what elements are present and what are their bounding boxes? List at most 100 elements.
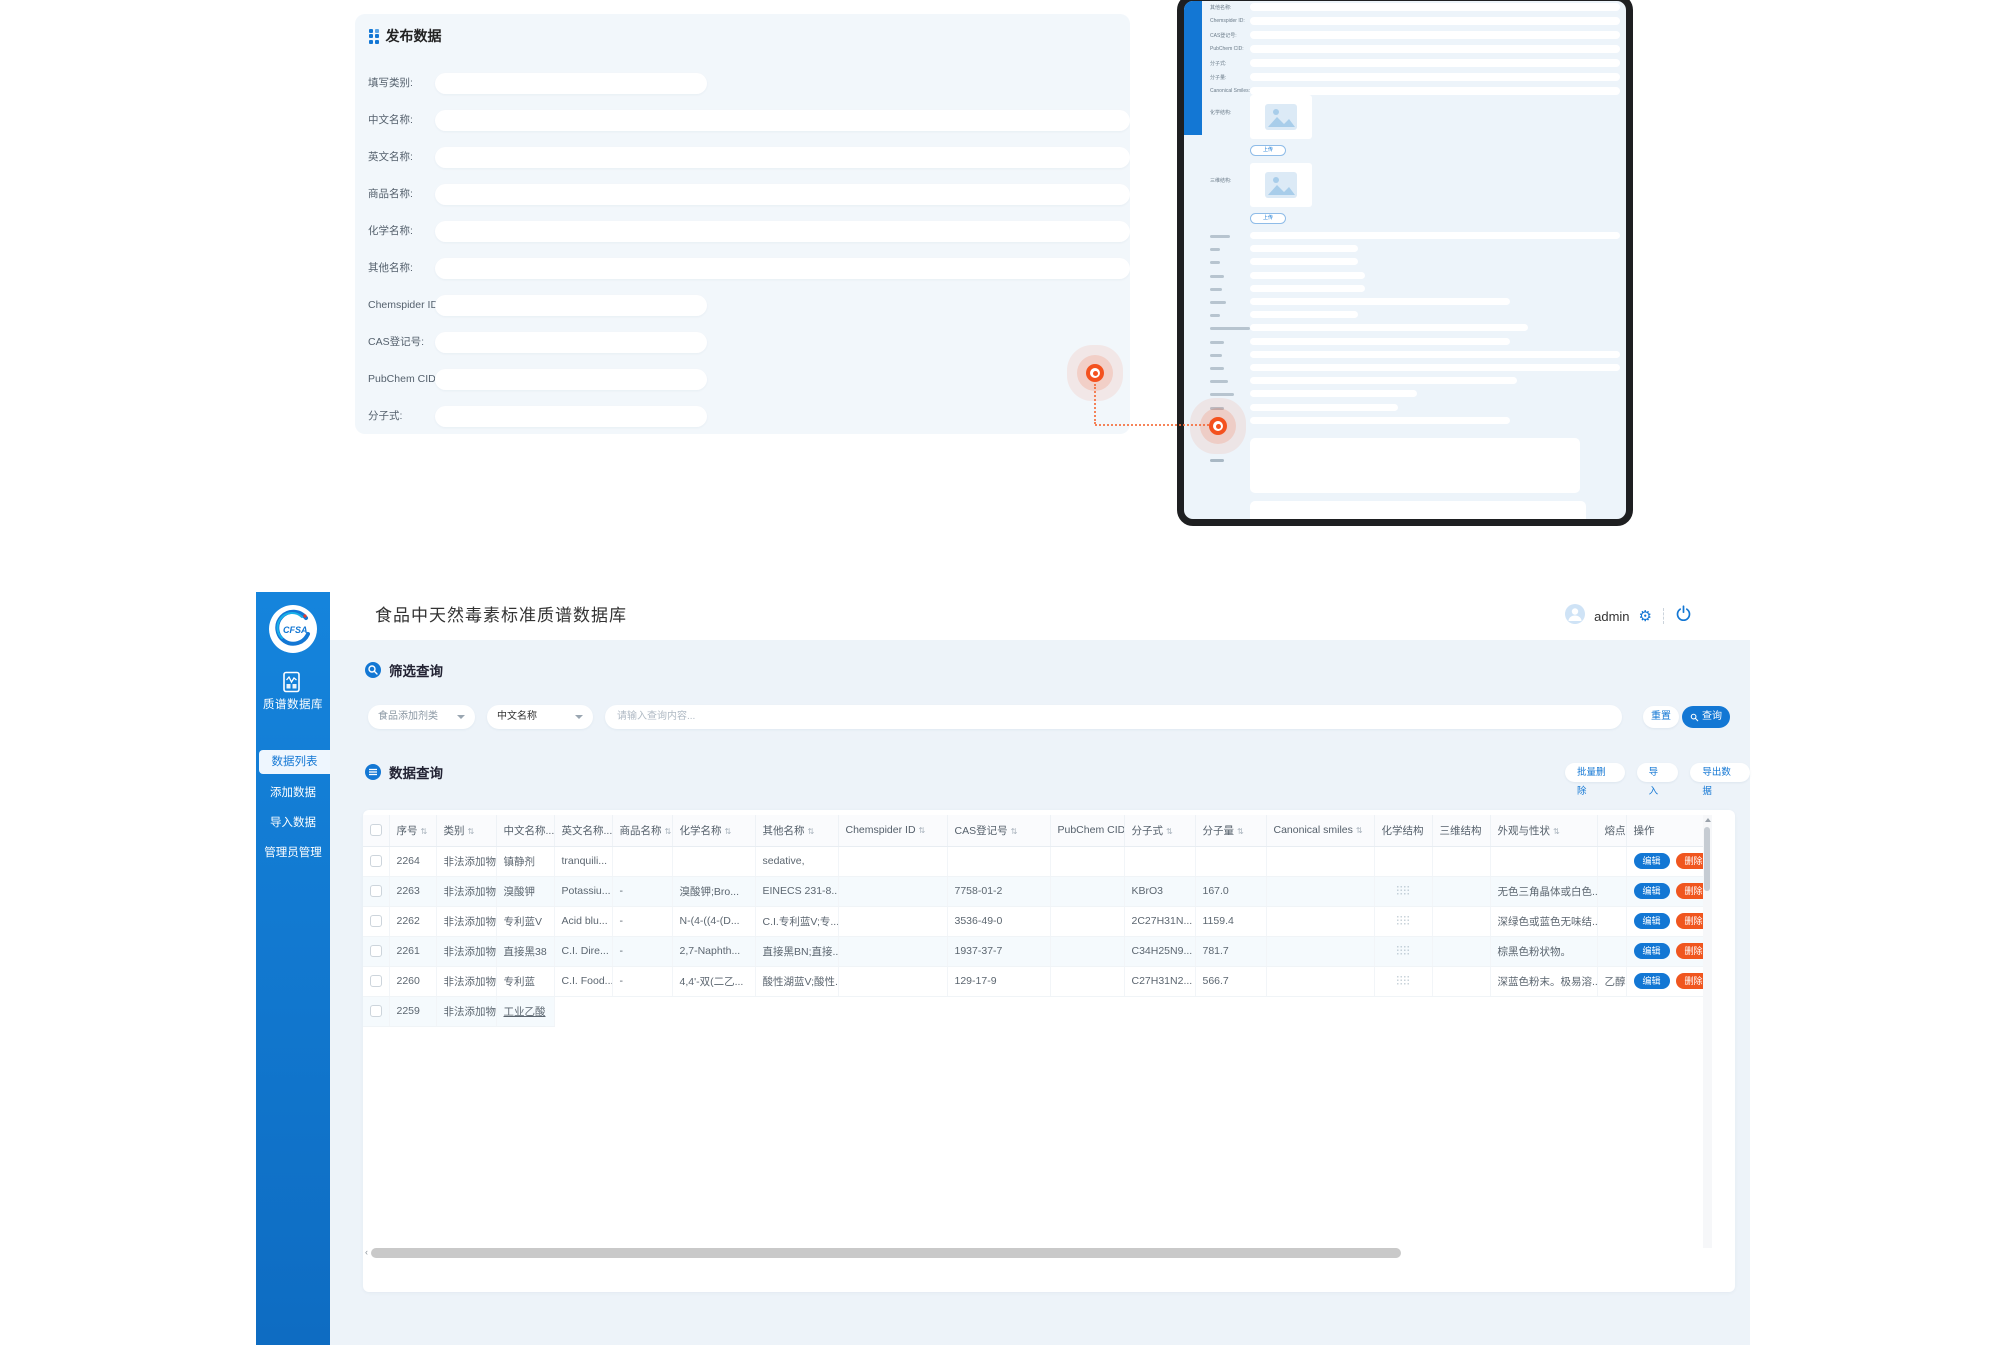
cell-csid bbox=[838, 876, 948, 907]
form-field-input[interactable] bbox=[435, 332, 707, 353]
preview-field-row bbox=[1210, 390, 1620, 399]
column-header-csid[interactable]: Chemspider ID ⇅ bbox=[838, 815, 948, 847]
cell-cat: 非法添加物 bbox=[436, 846, 497, 877]
field-select[interactable]: 中文名称 bbox=[487, 705, 593, 729]
sidebar-item-4[interactable]: 管理员管理 bbox=[264, 847, 322, 859]
settings-gear-icon[interactable]: ⚙ bbox=[1638, 607, 1652, 625]
preview-field-label: Canonical Smiles: bbox=[1210, 88, 1251, 94]
edit-button[interactable]: 编辑 bbox=[1633, 853, 1670, 869]
cfsa-logo: CFSA bbox=[269, 605, 317, 653]
vertical-scrollbar[interactable] bbox=[1703, 815, 1712, 1248]
preview-field-label: PubChem CID: bbox=[1210, 46, 1244, 52]
hotspot-marker-1[interactable] bbox=[1086, 364, 1104, 382]
column-header-chem[interactable]: 化学名称 ⇅ bbox=[672, 815, 756, 847]
delete-button[interactable]: 删除 bbox=[1675, 883, 1702, 899]
structure-thumbnail bbox=[1396, 884, 1410, 895]
preview-field-input bbox=[1250, 416, 1510, 424]
edit-button[interactable]: 编辑 bbox=[1633, 883, 1670, 899]
table-row: 2264 非法添加物 镇静剂 tranquili... sedative, 编辑 删除 bbox=[363, 846, 1703, 877]
search-icon bbox=[365, 662, 381, 678]
table-row: 2263 非法添加物 溴酸钾 Potassiu... - 溴酸钾;Bro... EINECS… bbox=[363, 876, 1703, 907]
page-preview-frame: 其他名称: Chemspider ID: CAS登记号: PubChem CID: 分子… bbox=[1177, 0, 1633, 526]
form-field-input[interactable] bbox=[435, 295, 707, 316]
cell-appearance: 棕黑色粉状物。 bbox=[1490, 936, 1598, 967]
column-header-other[interactable]: 其他名称 ⇅ bbox=[755, 815, 839, 847]
preview-image-label: 三维结构: bbox=[1210, 178, 1232, 184]
form-field-label: PubChem CID: bbox=[368, 373, 439, 385]
preview-upload-button[interactable]: 上传 bbox=[1250, 213, 1286, 224]
select-all-checkbox[interactable] bbox=[363, 815, 390, 847]
preview-field-input bbox=[1250, 403, 1398, 411]
column-header-mw[interactable]: 分子量 ⇅ bbox=[1195, 815, 1267, 847]
form-field-input[interactable] bbox=[435, 184, 1130, 205]
delete-button[interactable]: 删除 bbox=[1675, 943, 1702, 959]
delete-button[interactable]: 删除 bbox=[1675, 913, 1702, 929]
column-header-seq[interactable]: 序号 ⇅ bbox=[389, 815, 437, 847]
cell-threed bbox=[1432, 936, 1491, 967]
import-button[interactable]: 导入 bbox=[1636, 763, 1679, 797]
row-checkbox[interactable] bbox=[363, 846, 390, 877]
cell-pcid bbox=[1050, 936, 1125, 967]
sidebar-item-2[interactable]: 添加数据 bbox=[270, 787, 316, 799]
edit-button[interactable]: 编辑 bbox=[1633, 943, 1670, 959]
preview-upload-button[interactable]: 上传 bbox=[1250, 145, 1286, 156]
form-field-row: 填写类别: bbox=[355, 73, 1130, 94]
cell-csid bbox=[838, 936, 948, 967]
form-field-input[interactable] bbox=[435, 221, 1130, 242]
edit-button[interactable]: 编辑 bbox=[1633, 973, 1670, 989]
form-field-input[interactable] bbox=[435, 369, 707, 390]
row-checkbox[interactable] bbox=[363, 966, 390, 997]
cell-melt bbox=[1597, 846, 1627, 877]
preview-field-label-bar bbox=[1210, 406, 1224, 410]
username[interactable]: admin bbox=[1594, 608, 1630, 624]
preview-field-row bbox=[1210, 258, 1620, 267]
row-checkbox[interactable] bbox=[363, 906, 390, 937]
preview-field-row bbox=[1210, 416, 1620, 426]
cell-cas: 7758-01-2 bbox=[947, 876, 1051, 907]
column-header-appearance[interactable]: 外观与性状 ⇅ bbox=[1490, 815, 1598, 847]
delete-button[interactable]: 删除 bbox=[1675, 973, 1702, 989]
avatar[interactable] bbox=[1565, 603, 1586, 629]
row-checkbox[interactable] bbox=[363, 936, 390, 967]
row-checkbox[interactable] bbox=[363, 876, 390, 907]
column-header-cas[interactable]: CAS登记号 ⇅ bbox=[947, 815, 1051, 847]
column-header-smiles[interactable]: Canonical smiles ⇅ bbox=[1266, 815, 1375, 847]
reset-button[interactable]: 重置 bbox=[1643, 706, 1679, 728]
form-field-input[interactable] bbox=[435, 258, 1130, 279]
image-icon bbox=[1265, 104, 1297, 130]
cell-mw: 566.7 bbox=[1195, 966, 1267, 997]
edit-button[interactable]: 编辑 bbox=[1633, 913, 1670, 929]
search-input[interactable]: 请输入查询内容... bbox=[605, 705, 1622, 729]
horizontal-scrollbar[interactable]: ‹ bbox=[363, 1247, 1712, 1258]
cell-mw: 781.7 bbox=[1195, 936, 1267, 967]
column-header-prod[interactable]: 商品名称 ⇅ bbox=[612, 815, 673, 847]
export-button[interactable]: 导出数据 bbox=[1690, 763, 1750, 797]
form-field-input[interactable] bbox=[435, 147, 1130, 168]
cell-pcid bbox=[1050, 846, 1125, 877]
category-select[interactable]: 食品添加剂类 bbox=[368, 705, 475, 729]
preview-field-input bbox=[1250, 232, 1620, 239]
sidebar-item-3[interactable]: 导入数据 bbox=[270, 817, 316, 829]
column-header-cat[interactable]: 类别 ⇅ bbox=[436, 815, 497, 847]
preview-field-label: 分子量: bbox=[1210, 75, 1227, 81]
delete-button[interactable]: 删除 bbox=[1675, 853, 1702, 869]
hotspot-marker-2[interactable] bbox=[1209, 417, 1227, 435]
logout-power-icon[interactable] bbox=[1675, 605, 1692, 627]
cell-mw: 1159.4 bbox=[1195, 906, 1267, 937]
column-header-pcid[interactable]: PubChem CID⇅ bbox=[1050, 815, 1125, 847]
form-field-input[interactable] bbox=[435, 73, 707, 94]
form-field-input[interactable] bbox=[435, 110, 1130, 131]
preview-field-label: 分子式: bbox=[1210, 61, 1227, 67]
cell-cn: 镇静剂 bbox=[496, 846, 555, 877]
column-header-cn[interactable]: 中文名称...⇅ bbox=[496, 815, 555, 847]
form-field-input[interactable] bbox=[435, 406, 707, 427]
row-checkbox[interactable] bbox=[363, 996, 390, 1027]
query-button[interactable]: 查询 bbox=[1682, 706, 1730, 728]
sidebar-item-1[interactable]: 数据列表 bbox=[259, 750, 330, 774]
cell-cn: 专利蓝V bbox=[496, 906, 555, 937]
cell-cas bbox=[947, 846, 1051, 877]
preview-field-row: 其他名称: bbox=[1210, 3, 1620, 12]
batch-delete-button[interactable]: 批量删除 bbox=[1565, 763, 1625, 797]
column-header-formula[interactable]: 分子式 ⇅ bbox=[1124, 815, 1196, 847]
